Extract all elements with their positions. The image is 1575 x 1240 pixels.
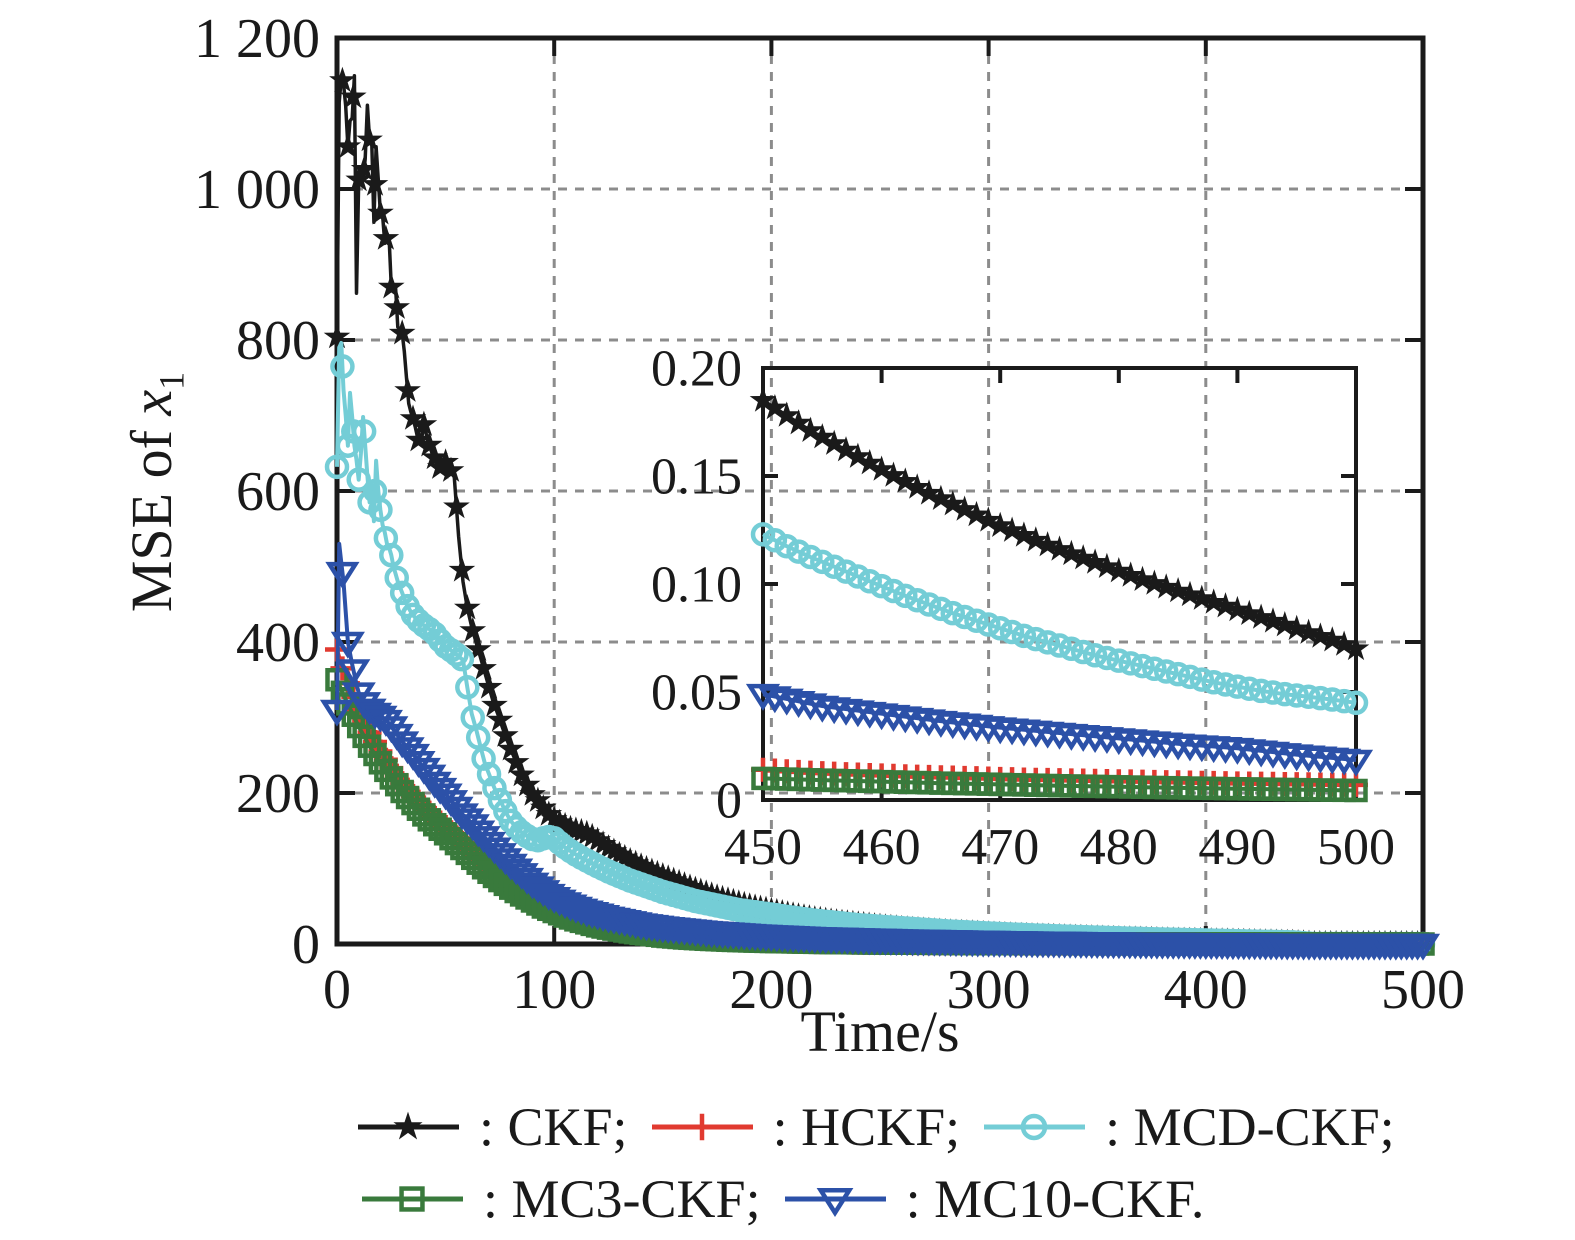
svg-text:0.15: 0.15 xyxy=(651,449,742,506)
svg-text:0.20: 0.20 xyxy=(651,341,742,398)
ckf-star-line-icon xyxy=(356,1104,461,1150)
svg-text:400: 400 xyxy=(236,612,320,674)
legend-item-hckf: : HCKF; xyxy=(650,1096,961,1158)
svg-text:1 200: 1 200 xyxy=(194,8,320,70)
svg-text:460: 460 xyxy=(843,819,921,876)
svg-text:400: 400 xyxy=(1164,959,1248,1021)
svg-text:0.10: 0.10 xyxy=(651,557,742,614)
hckf-plus-line-icon xyxy=(650,1104,755,1150)
y-axis-label-prefix: MSE of xyxy=(119,415,184,613)
svg-text:300: 300 xyxy=(947,959,1031,1021)
svg-text:0: 0 xyxy=(292,914,320,976)
svg-text:200: 200 xyxy=(236,763,320,825)
inset-series-mc3-ckf xyxy=(751,766,1368,803)
svg-text:500: 500 xyxy=(1381,959,1465,1021)
inset-series-ckf xyxy=(749,386,1370,661)
legend-label-mcd-ckf: : MCD-CKF; xyxy=(1105,1097,1395,1157)
y-axis-label-subscript: 1 xyxy=(151,371,192,390)
y-axis-label-variable: x xyxy=(119,389,184,416)
inset-tick-labels: 450 460 470 480 490 500 0 0.05 0.10 0.15 0.20 xyxy=(651,341,1395,876)
svg-text:800: 800 xyxy=(236,310,320,372)
svg-text:480: 480 xyxy=(1080,819,1158,876)
svg-text:0.05: 0.05 xyxy=(651,665,742,722)
legend-row-1: : CKF; : HCKF; : MCD-CKF; xyxy=(356,1096,1395,1158)
svg-text:490: 490 xyxy=(1198,819,1276,876)
legend-label-mc10-ckf: : MC10-CKF. xyxy=(905,1169,1205,1229)
mc10-ckf-triangle-line-icon xyxy=(783,1176,888,1222)
main-series-mc10-ckf xyxy=(319,541,1441,961)
inset-series-mc10-ckf xyxy=(745,683,1374,777)
svg-text:0: 0 xyxy=(716,773,742,830)
mc3-ckf-square-line-icon xyxy=(360,1176,465,1222)
legend-label-ckf: : CKF; xyxy=(479,1097,628,1157)
inset-series-mcd-ckf xyxy=(750,522,1369,716)
x-axis-label: Time/s xyxy=(800,999,960,1064)
main-tick-labels: 0 100 200 300 400 500 0 200 400 600 800 1 000 1 200 xyxy=(194,8,1465,1021)
legend-row-2: : MC3-CKF; : MC10-CKF. xyxy=(360,1168,1204,1230)
svg-text:200: 200 xyxy=(729,959,813,1021)
legend-item-ckf: : CKF; xyxy=(356,1096,628,1158)
legend-label-hckf: : HCKF; xyxy=(772,1097,961,1157)
svg-text:500: 500 xyxy=(1317,819,1395,876)
legend-label-mc3-ckf: : MC3-CKF; xyxy=(483,1169,761,1229)
svg-text:470: 470 xyxy=(961,819,1039,876)
legend-item-mc3-ckf: : MC3-CKF; xyxy=(360,1168,761,1230)
svg-text:1 000: 1 000 xyxy=(194,159,320,221)
svg-text:450: 450 xyxy=(724,819,802,876)
legend-item-mc10-ckf: : MC10-CKF. xyxy=(783,1168,1205,1230)
svg-text:600: 600 xyxy=(236,461,320,523)
y-axis-label: MSE of x1 xyxy=(118,322,192,662)
legend-item-mcd-ckf: : MCD-CKF; xyxy=(982,1096,1395,1158)
svg-text:100: 100 xyxy=(512,959,596,1021)
mcd-ckf-circle-line-icon xyxy=(982,1104,1087,1150)
svg-text:0: 0 xyxy=(323,959,351,1021)
